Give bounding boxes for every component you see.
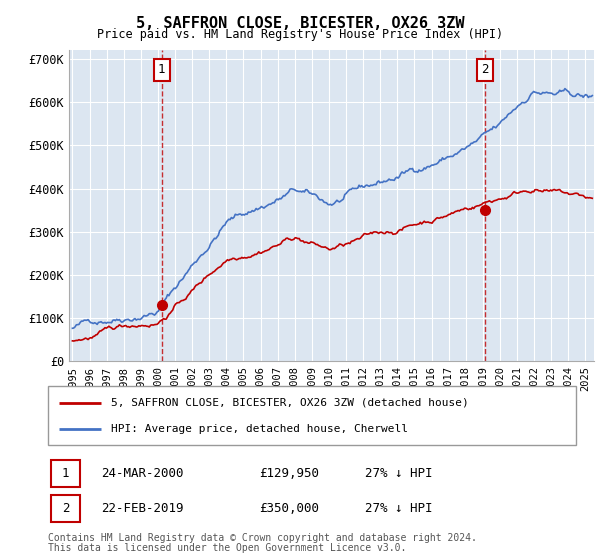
Text: 1: 1 [62, 466, 69, 480]
FancyBboxPatch shape [50, 460, 80, 487]
Text: 24-MAR-2000: 24-MAR-2000 [101, 466, 184, 480]
Text: Contains HM Land Registry data © Crown copyright and database right 2024.: Contains HM Land Registry data © Crown c… [48, 533, 477, 543]
Text: 2: 2 [481, 63, 488, 76]
FancyBboxPatch shape [48, 386, 576, 445]
Text: 22-FEB-2019: 22-FEB-2019 [101, 502, 184, 515]
Text: 5, SAFFRON CLOSE, BICESTER, OX26 3ZW (detached house): 5, SAFFRON CLOSE, BICESTER, OX26 3ZW (de… [112, 398, 469, 408]
Text: Price paid vs. HM Land Registry's House Price Index (HPI): Price paid vs. HM Land Registry's House … [97, 28, 503, 41]
Text: 1: 1 [158, 63, 166, 76]
Text: £129,950: £129,950 [259, 466, 319, 480]
Text: 27% ↓ HPI: 27% ↓ HPI [365, 502, 432, 515]
FancyBboxPatch shape [50, 495, 80, 521]
Text: 5, SAFFRON CLOSE, BICESTER, OX26 3ZW: 5, SAFFRON CLOSE, BICESTER, OX26 3ZW [136, 16, 464, 31]
Text: 27% ↓ HPI: 27% ↓ HPI [365, 466, 432, 480]
Text: This data is licensed under the Open Government Licence v3.0.: This data is licensed under the Open Gov… [48, 543, 406, 553]
Text: £350,000: £350,000 [259, 502, 319, 515]
Text: HPI: Average price, detached house, Cherwell: HPI: Average price, detached house, Cher… [112, 424, 409, 434]
Text: 2: 2 [62, 502, 69, 515]
